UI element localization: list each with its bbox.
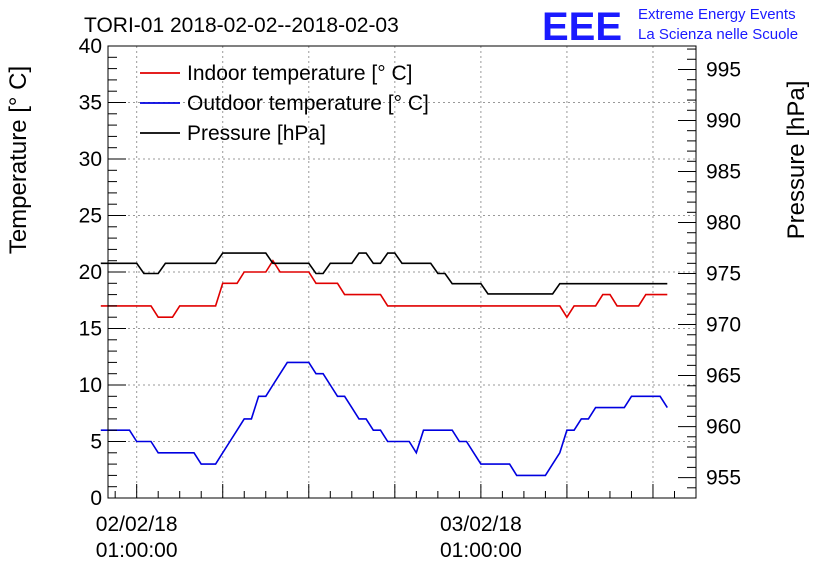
eee-logo-line2: La Scienza nelle Scuole: [638, 26, 798, 43]
series-layer: [100, 252, 668, 477]
eee-logo-line1: Extreme Energy Events: [638, 6, 796, 23]
eee-logo-mark: EEE: [542, 5, 622, 49]
x-tick-label-time: 01:00:00: [440, 539, 522, 562]
y-left-tick-label: 30: [79, 148, 102, 171]
y-right-tick-label: 990: [706, 109, 741, 132]
legend-label-outdoor: Outdoor temperature [° C]: [187, 92, 429, 115]
y-right-tick-label: 965: [706, 365, 741, 388]
chart-title: TORI-01 2018-02-02--2018-02-03: [84, 14, 399, 37]
y-right-tick-label: 970: [706, 314, 741, 337]
y-right-tick-label: 975: [706, 263, 741, 286]
axis-ticks: 0 5 10 15 20 25 30 35 40 955 960 965 970 975 980 985 990…: [79, 35, 741, 562]
y-left-tick-label: 5: [90, 431, 102, 454]
legend-label-indoor: Indoor temperature [° C]: [187, 62, 413, 85]
grid-lines: [108, 46, 696, 498]
y-right-tick-label: 980: [706, 212, 741, 235]
x-tick-label-time: 01:00:00: [96, 539, 178, 562]
x-tick-label-date: 02/02/18: [96, 513, 178, 536]
y-left-tick-label: 10: [79, 374, 102, 397]
series-line-outdoor: [100, 361, 668, 477]
y-right-tick-label: 955: [706, 467, 741, 490]
y-left-tick-label: 15: [79, 318, 102, 341]
series-line-indoor: [100, 259, 668, 319]
series-line-pressure: [100, 252, 668, 295]
x-tick-label-date: 03/02/18: [440, 513, 522, 536]
y-right-tick-label: 960: [706, 416, 741, 439]
legend-label-pressure: Pressure [hPa]: [187, 122, 326, 145]
y-right-tick-label: 985: [706, 160, 741, 183]
legend: Indoor temperature [° C] Outdoor temperat…: [140, 62, 429, 145]
y-axis-left-label: Temperature [° C]: [5, 66, 32, 254]
y-left-tick-label: 0: [90, 487, 102, 510]
y-axis-right-label: Pressure [hPa]: [783, 81, 810, 240]
y-right-tick-label: 995: [706, 58, 741, 81]
y-left-tick-label: 40: [79, 35, 102, 58]
y-left-tick-label: 25: [79, 205, 102, 228]
y-left-tick-label: 35: [79, 92, 102, 115]
y-left-tick-label: 20: [79, 261, 102, 284]
